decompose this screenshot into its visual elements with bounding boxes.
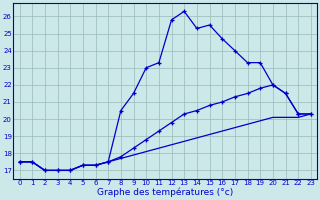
X-axis label: Graphe des températures (°c): Graphe des températures (°c) bbox=[97, 188, 233, 197]
